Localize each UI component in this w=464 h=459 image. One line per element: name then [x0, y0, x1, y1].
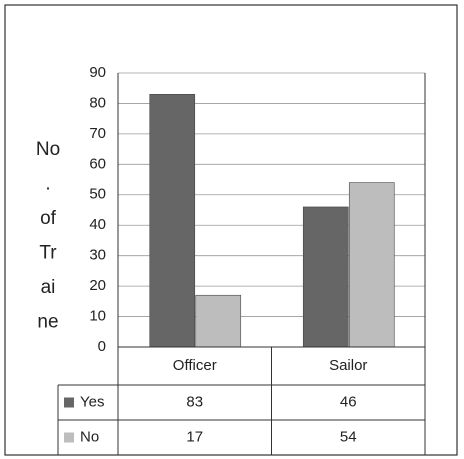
y-label-line: of	[40, 208, 57, 229]
y-label-line: Tr	[39, 243, 57, 264]
table-value: 83	[186, 393, 203, 410]
bar	[195, 294, 242, 348]
table-value: 46	[340, 393, 357, 410]
y-tick-label: 40	[89, 216, 106, 233]
legend-swatch	[64, 432, 74, 443]
y-tick-label: 60	[89, 155, 106, 172]
y-tick-label: 0	[98, 338, 106, 355]
y-tick-label: 80	[89, 94, 106, 111]
x-tick-label: Sailor	[329, 357, 367, 374]
y-tick-label: 20	[89, 277, 106, 294]
y-label-line: ne	[37, 312, 58, 333]
legend-swatch	[64, 397, 74, 408]
bar	[302, 206, 349, 348]
y-label-line: .	[45, 174, 50, 195]
y-axis-label: No. of Tr ai ne	[36, 139, 60, 333]
table-value: 17	[186, 428, 203, 445]
legend-label: No	[80, 428, 99, 445]
legend-label: Yes	[80, 393, 104, 410]
x-tick-label: Officer	[173, 357, 217, 374]
bar	[149, 94, 196, 348]
table-value: 54	[340, 428, 357, 445]
y-label-line: No	[36, 139, 60, 160]
bar	[348, 182, 395, 348]
y-label-line: ai	[41, 277, 56, 298]
y-tick-label: 70	[89, 125, 106, 142]
y-tick-label: 50	[89, 186, 106, 203]
y-tick-label: 90	[89, 64, 106, 81]
y-tick-label: 30	[89, 247, 106, 264]
y-tick-label: 10	[89, 308, 106, 325]
